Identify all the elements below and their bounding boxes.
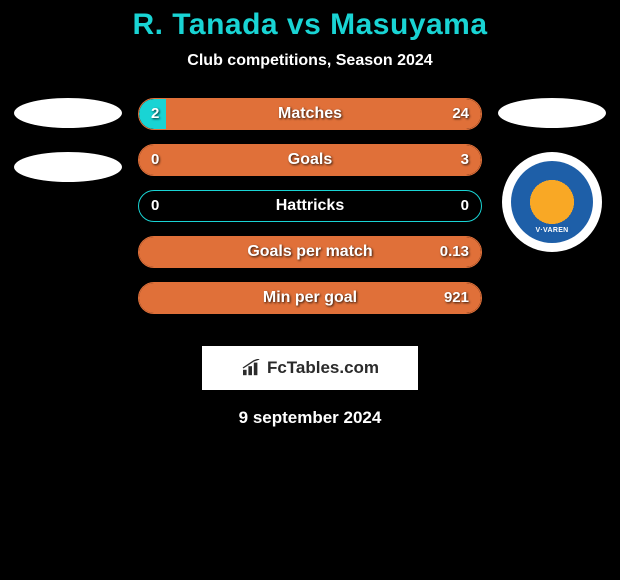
stat-value-right: 0 [461,191,469,221]
stat-value-right: 3 [461,145,469,175]
stat-row: Min per goal921 [138,282,482,314]
stat-row: Goals per match0.13 [138,236,482,268]
stat-label: Min per goal [139,283,481,313]
left-player-badges [8,98,128,206]
page-title: R. Tanada vs Masuyama [0,8,620,42]
stats-area: V·VAREN 2Matches240Goals30Hattricks0Goal… [0,98,620,338]
team-badge-placeholder [14,98,122,128]
bar-chart-icon [241,359,263,377]
stat-row: 2Matches24 [138,98,482,130]
right-player-badges: V·VAREN [492,98,612,252]
stat-row: 0Hattricks0 [138,190,482,222]
stat-label: Matches [139,99,481,129]
team-badge-placeholder [498,98,606,128]
attribution-text: FcTables.com [267,358,379,378]
stat-value-right: 24 [452,99,469,129]
snapshot-date: 9 september 2024 [0,408,620,428]
team-badge-label: V·VAREN [535,227,568,234]
stat-label: Hattricks [139,191,481,221]
page-subtitle: Club competitions, Season 2024 [0,52,620,70]
team-badge-placeholder [14,152,122,182]
stat-bars: 2Matches240Goals30Hattricks0Goals per ma… [138,98,482,328]
stat-value-right: 921 [444,283,469,313]
stat-row: 0Goals3 [138,144,482,176]
stat-label: Goals [139,145,481,175]
attribution-box: FcTables.com [202,346,418,390]
stat-value-right: 0.13 [440,237,469,267]
stat-label: Goals per match [139,237,481,267]
comparison-card: R. Tanada vs Masuyama Club competitions,… [0,0,620,428]
team-badge-vvaren: V·VAREN [502,152,602,252]
